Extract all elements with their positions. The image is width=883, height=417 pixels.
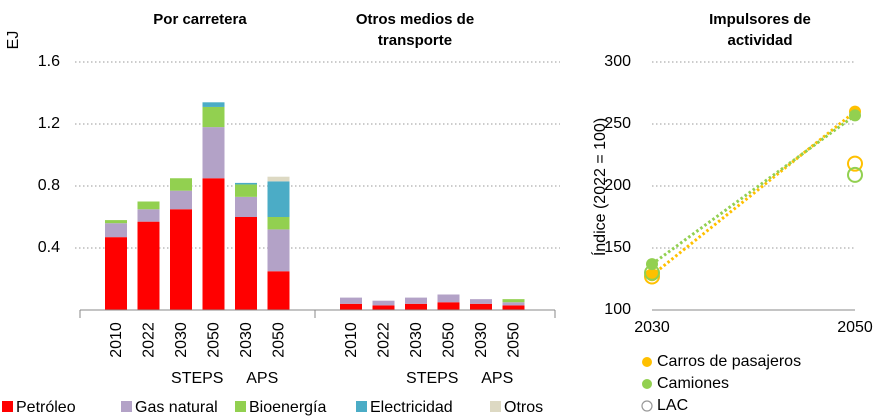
marker <box>646 258 658 271</box>
x-tick-label: 2030 <box>473 322 490 358</box>
bar-segment <box>340 303 362 310</box>
x-tick-label: 2050 <box>206 322 223 358</box>
y-tick-label: 150 <box>604 239 631 256</box>
bar-segment <box>105 223 127 238</box>
legend-label: Carros de pasajeros <box>657 353 801 370</box>
x-tick-label: 2010 <box>108 322 125 358</box>
x-tick-label: 2022 <box>141 322 158 358</box>
line <box>651 110 856 277</box>
bar-segment <box>437 302 460 310</box>
bar-segment <box>267 176 290 182</box>
y-tick-label: 100 <box>604 301 631 318</box>
legend-swatch <box>121 401 132 412</box>
bar-segment <box>105 237 127 310</box>
bar-segment <box>170 178 192 191</box>
y-tick-label: 200 <box>604 177 631 194</box>
x-tick-label: 2022 <box>376 322 393 358</box>
bar-segment <box>372 305 395 310</box>
x-tick-label: 2050 <box>837 319 873 336</box>
panel-title: Otros medios de transporte <box>355 11 475 49</box>
y-axis-label: Índice (2022 = 100) <box>590 118 609 256</box>
bar-segment <box>502 299 525 303</box>
bar-segment <box>405 297 427 304</box>
y-tick-label: 250 <box>604 115 631 132</box>
y-tick-label: 300 <box>604 53 631 70</box>
y-axis-label: EJ <box>5 31 22 50</box>
scenario-label: STEPS <box>171 370 223 387</box>
x-tick-label: 2050 <box>271 322 288 358</box>
x-tick-label: 2030 <box>408 322 425 358</box>
bar-segment <box>202 106 225 128</box>
legend-swatch <box>356 401 367 412</box>
legend-label: Otros <box>504 399 543 416</box>
x-tick-label: 2030 <box>173 322 190 358</box>
bar-segment <box>202 127 225 179</box>
chart-title: Impulsores de actividad <box>709 11 811 49</box>
bar-segment <box>202 102 225 107</box>
x-tick-label: 2030 <box>634 319 670 336</box>
x-tick-label: 2050 <box>506 322 523 358</box>
bar-segment <box>267 217 290 230</box>
legend-label: LAC <box>657 397 688 414</box>
bar-segment <box>437 294 460 303</box>
y-tick-label: 0.8 <box>38 177 60 194</box>
legend-label: Camiones <box>657 375 729 392</box>
bar-segment <box>235 217 257 310</box>
legend-swatch <box>490 401 501 412</box>
x-tick-label: 2050 <box>441 322 458 358</box>
legend-label: Electricidad <box>370 399 453 416</box>
scenario-label: APS <box>246 370 278 387</box>
y-tick-label: 1.2 <box>38 115 60 132</box>
bar-segment <box>235 196 257 217</box>
bar-segment <box>405 303 427 310</box>
bar-segment <box>137 209 160 222</box>
bar-segment <box>267 271 290 310</box>
bar-segment <box>170 209 192 310</box>
line <box>651 114 856 266</box>
legend-marker <box>642 357 652 367</box>
x-tick-label: 2010 <box>343 322 360 358</box>
bar-segment <box>502 305 525 310</box>
bar-segment <box>105 220 127 224</box>
bar-segment <box>235 184 257 197</box>
bar-segment <box>470 299 492 304</box>
scenario-label: APS <box>481 370 513 387</box>
y-tick-label: 0.4 <box>38 239 60 256</box>
legend-label: Gas natural <box>135 399 218 416</box>
lac-marker <box>847 155 863 172</box>
scenario-label: STEPS <box>406 370 458 387</box>
legend-label: Petróleo <box>16 399 76 416</box>
legend-swatch <box>235 401 246 412</box>
bar-segment <box>235 182 257 185</box>
legend-marker <box>641 400 653 412</box>
lac-marker <box>847 166 863 183</box>
marker <box>849 109 861 122</box>
bar-segment <box>502 302 525 306</box>
panel-title: Por carretera <box>153 11 247 28</box>
legend-swatch <box>2 401 13 412</box>
legend-label: Bioenergía <box>249 399 326 416</box>
bar-segment <box>470 303 492 310</box>
bar-segment <box>267 181 290 217</box>
bar-segment <box>202 178 225 310</box>
y-tick-label: 1.6 <box>38 53 60 70</box>
x-tick-label: 2030 <box>238 322 255 358</box>
bar-segment <box>267 229 290 272</box>
bar-segment <box>170 190 192 210</box>
bar-segment <box>137 201 160 210</box>
legend-marker <box>642 379 652 389</box>
bar-segment <box>137 221 160 310</box>
bar-segment <box>340 297 362 304</box>
bar-segment <box>372 300 395 306</box>
